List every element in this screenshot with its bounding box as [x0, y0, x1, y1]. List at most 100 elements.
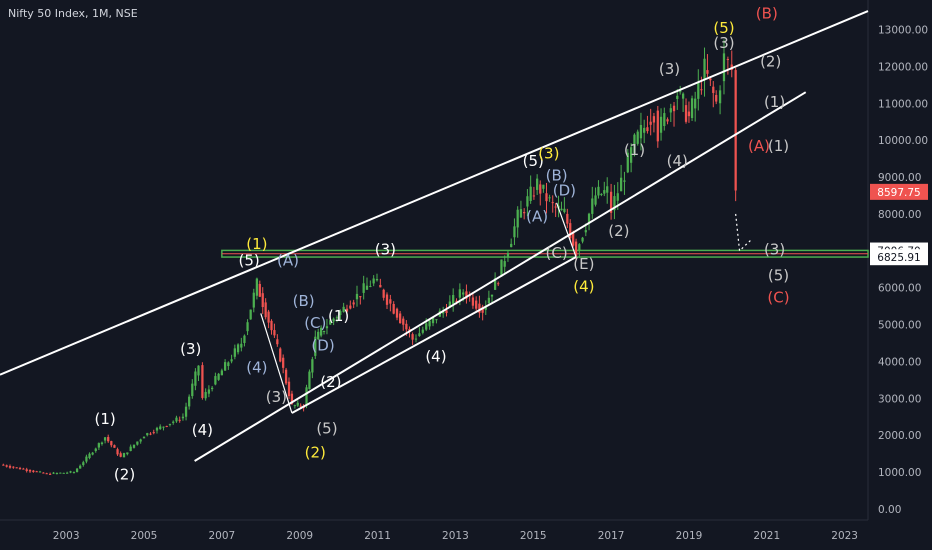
y-axis-panel	[868, 0, 932, 550]
y-tick-label: 3000.00	[878, 393, 921, 405]
candle-body	[345, 308, 349, 312]
candle-body	[681, 93, 685, 99]
candle-body	[402, 318, 405, 325]
level-price-label: 6825.91	[877, 252, 920, 264]
candle-body	[175, 417, 178, 422]
candle-body	[536, 178, 539, 190]
candle-body	[210, 387, 214, 390]
wave-label: (2)	[608, 222, 629, 240]
candle-body	[421, 329, 424, 333]
candle-body	[652, 116, 656, 123]
wave-label: (3)	[266, 388, 287, 406]
wave-label: (4)	[573, 277, 594, 295]
y-tick-label: 11000.00	[878, 98, 928, 110]
candle-body	[487, 297, 491, 304]
candle-body	[149, 433, 152, 435]
x-tick-label: 2019	[676, 530, 703, 542]
candle-body	[399, 313, 402, 324]
candle-body	[91, 452, 94, 455]
candle-body	[526, 196, 529, 207]
x-tick-label: 2003	[53, 530, 80, 542]
candle-body	[88, 453, 91, 459]
candle-body	[18, 467, 22, 470]
candle-body	[523, 212, 526, 214]
candle-body	[69, 471, 72, 473]
candle-body	[666, 119, 669, 122]
correction-line	[556, 202, 577, 258]
candle-body	[548, 197, 551, 199]
candle-body	[506, 253, 510, 257]
candle-body	[204, 391, 207, 399]
x-tick-label: 2017	[598, 530, 625, 542]
candle-body	[395, 308, 399, 318]
candle-body	[155, 427, 159, 431]
candle-body	[703, 58, 706, 80]
candle-body	[325, 326, 329, 329]
candle-body	[45, 473, 48, 475]
candle-body	[25, 469, 28, 472]
candle-body	[591, 198, 594, 214]
candle-body	[369, 286, 372, 288]
candle-body	[8, 465, 12, 468]
candle-body	[687, 111, 691, 117]
candle-body	[633, 134, 636, 154]
candle-body	[600, 193, 603, 195]
candle-body	[197, 365, 200, 376]
wave-label: (3)	[538, 145, 559, 163]
wave-label: (5)	[523, 152, 544, 170]
candle-body	[619, 177, 623, 192]
candle-body	[581, 237, 584, 242]
candle-body	[574, 241, 578, 256]
candle-body	[38, 471, 42, 473]
candle-body	[529, 186, 532, 201]
x-tick-label: 2021	[753, 530, 780, 542]
candle-body	[305, 387, 308, 406]
candle-body	[227, 362, 230, 367]
candle-body	[649, 121, 652, 125]
candle-body	[100, 442, 104, 445]
candle-body	[352, 302, 355, 305]
wave-label: (A)	[748, 137, 770, 155]
candle-body	[85, 456, 88, 462]
candle-body	[273, 330, 276, 336]
candle-body	[66, 472, 69, 474]
candle-body	[207, 389, 211, 394]
candle-body	[217, 373, 220, 380]
candle-body	[639, 124, 643, 139]
candle-body	[471, 297, 475, 306]
candle-body	[669, 108, 672, 113]
candle-body	[484, 306, 487, 310]
channel-upper	[0, 10, 869, 376]
candle-body	[110, 441, 113, 446]
candle-body	[500, 259, 503, 277]
x-tick-label: 2005	[131, 530, 158, 542]
candle-body	[697, 82, 700, 99]
wave-label: (B)	[546, 167, 568, 185]
candle-body	[119, 453, 122, 457]
wave-label: (4)	[667, 152, 688, 170]
wave-label: (1)	[328, 307, 349, 325]
candle-body	[643, 127, 646, 133]
candle-body	[287, 381, 291, 397]
candle-body	[142, 436, 146, 439]
candle-body	[214, 376, 217, 385]
candle-body	[603, 190, 606, 194]
candle-body	[52, 472, 55, 474]
wave-label: (A)	[277, 252, 299, 270]
candle-body	[162, 426, 165, 428]
candle-body	[734, 70, 737, 191]
correction-line	[260, 313, 293, 414]
candle-body	[597, 186, 600, 196]
candle-body	[435, 319, 438, 321]
wave-label: (1)	[764, 93, 785, 111]
candle-body	[230, 359, 233, 362]
wave-label: (2)	[320, 373, 341, 391]
candle-body	[425, 323, 428, 330]
candle-body	[448, 301, 451, 308]
wave-label: (2)	[114, 465, 135, 483]
candle-body	[317, 331, 320, 340]
candle-body	[308, 371, 311, 390]
candle-body	[532, 195, 536, 197]
wave-label: (3)	[375, 240, 396, 258]
